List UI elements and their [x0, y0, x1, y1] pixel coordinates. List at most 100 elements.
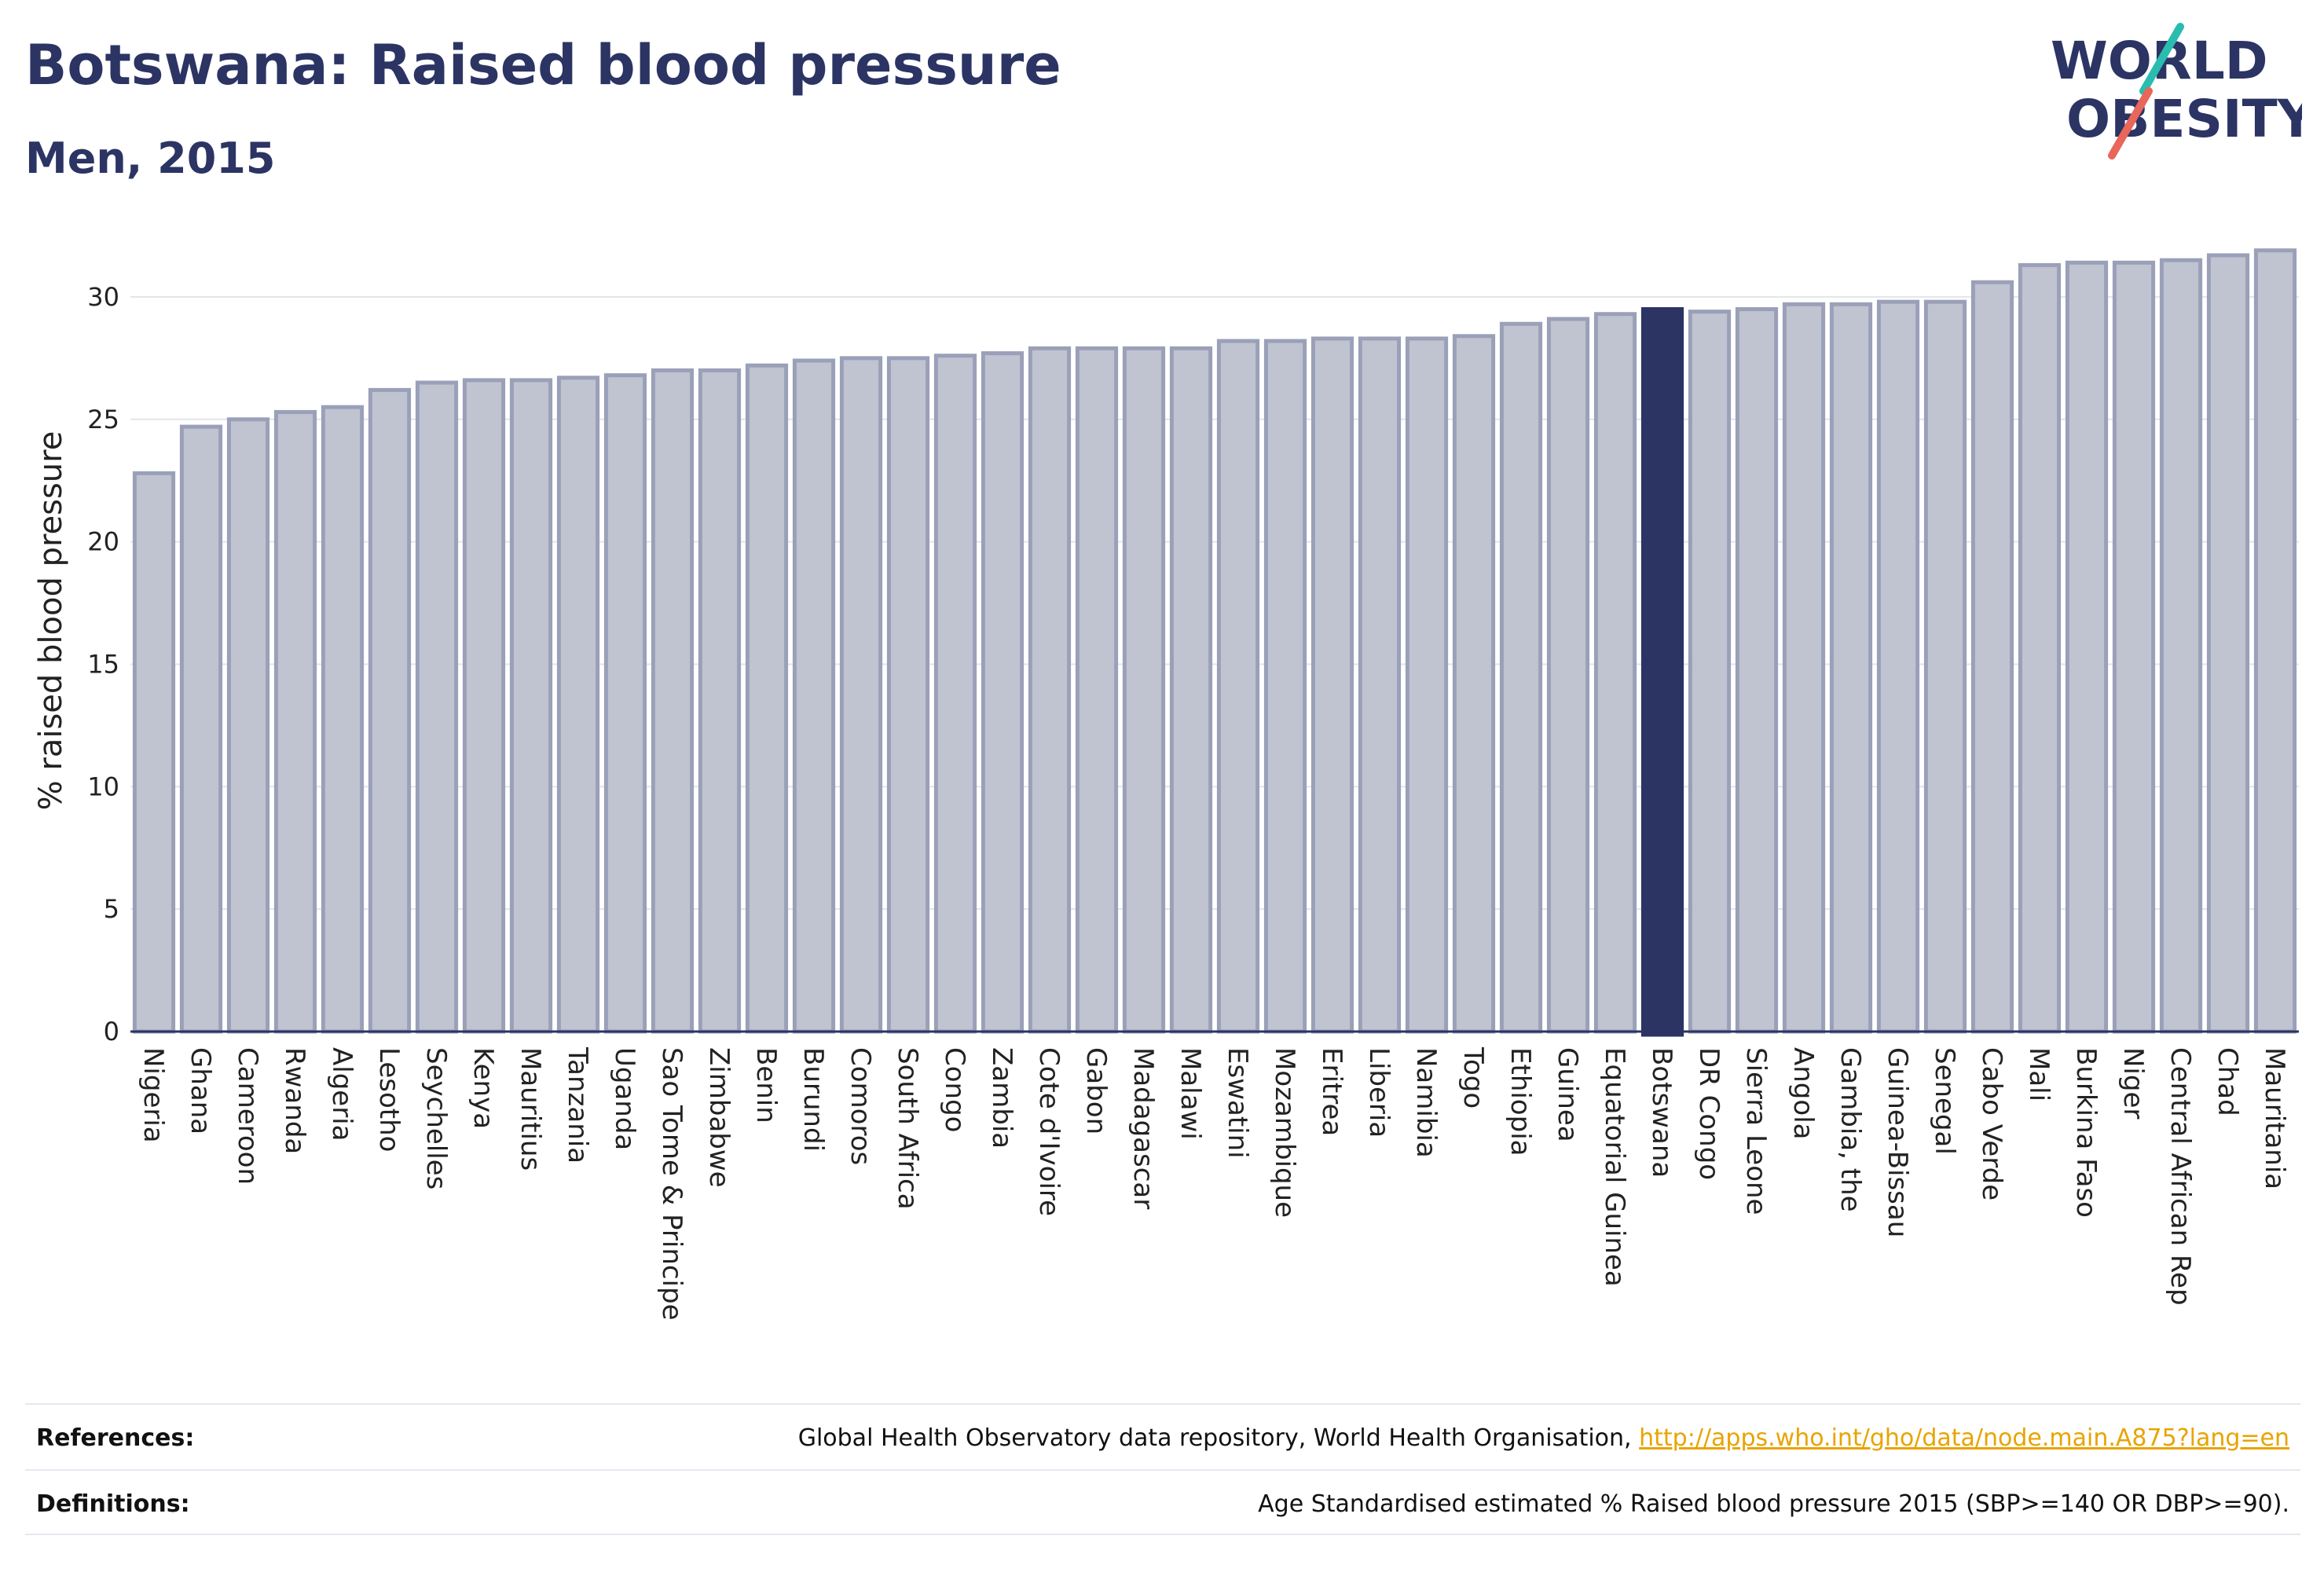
bar-ethiopia	[1499, 321, 1543, 1034]
x-category-label: Comoros	[845, 1047, 876, 1165]
references-link[interactable]: http://apps.who.int/gho/data/node.main.A…	[1639, 1424, 2289, 1452]
y-axis-title: % raised blood pressure	[33, 431, 69, 811]
x-category-label: Eswatini	[1222, 1047, 1253, 1159]
bar-malawi	[1169, 346, 1213, 1034]
x-category-label: Namibia	[1410, 1047, 1442, 1158]
definitions-row: Definitions: Age Standardised estimated …	[25, 1472, 2300, 1535]
x-category-label: Senegal	[1929, 1047, 1960, 1155]
bar-seychelles	[415, 380, 459, 1034]
bar-equatorial-guinea	[1593, 312, 1637, 1034]
bar-niger	[2112, 260, 2156, 1034]
x-category-label: Sao Tome & Principe	[656, 1047, 687, 1321]
x-category-label: Nigeria	[137, 1047, 169, 1143]
x-category-label: Niger	[2117, 1047, 2149, 1119]
y-tick-label: 5	[104, 894, 119, 924]
x-category-labels: Nigeria Ghana Cameroon Rwanda Algeria Lesotho…	[137, 1046, 2290, 1321]
bar-ghana	[179, 424, 223, 1034]
y-tick-label: 30	[87, 282, 119, 312]
references-label: References:	[36, 1424, 195, 1452]
x-category-label: Congo	[939, 1047, 970, 1132]
y-tick-label: 25	[87, 405, 119, 434]
bar-dr-congo	[1688, 310, 1732, 1034]
x-category-label: South Africa	[892, 1047, 923, 1210]
bar-gambia-the	[1829, 302, 1873, 1034]
bar-sierra-leone	[1735, 307, 1779, 1034]
y-tick-label: 15	[87, 649, 119, 679]
bar-uganda	[603, 373, 647, 1034]
definitions-label: Definitions:	[36, 1490, 190, 1518]
bar-gabon	[1075, 346, 1119, 1034]
references-text: Global Health Observatory data repositor…	[797, 1424, 1632, 1452]
footer-divider-bottom	[25, 1534, 2300, 1535]
x-category-label: Sierra Leone	[1740, 1047, 1772, 1215]
x-category-label: Mauritania	[2259, 1047, 2290, 1189]
logo-slash-teal	[2139, 23, 2184, 95]
x-category-label: Equatorial Guinea	[1599, 1047, 1630, 1287]
footer-divider-middle	[25, 1469, 2300, 1471]
bar-chart: 0 5 10 15 20 25 30 Nigeria Ghana Cameroon Rwanda A…	[33, 248, 2299, 1321]
x-category-label: Algeria	[326, 1047, 357, 1141]
bar-cabo-verde	[1970, 280, 2014, 1034]
bar-botswana	[1640, 307, 1684, 1037]
y-tick-label: 10	[87, 772, 119, 801]
bar-burkina-faso	[2065, 260, 2109, 1034]
bar-senegal	[1923, 299, 1967, 1034]
references-value: Global Health Observatory data repositor…	[798, 1424, 2300, 1452]
bar-angola	[1782, 302, 1826, 1034]
bar-cameroon	[226, 417, 270, 1034]
bar-central-african-rep	[2159, 258, 2203, 1034]
x-category-label: Botswana	[1646, 1047, 1677, 1178]
bar-burundi	[792, 358, 836, 1034]
bar-guinea	[1546, 317, 1590, 1034]
world-obesity-logo: WORLD OBESITY	[2051, 23, 2302, 159]
bar-namibia	[1405, 336, 1449, 1034]
chart-subtitle: Men, 2015	[25, 134, 276, 183]
bar-congo	[933, 354, 977, 1034]
bar-sao-tome-principe	[651, 368, 695, 1034]
bar-togo	[1452, 334, 1496, 1034]
x-category-label: Tanzania	[562, 1046, 593, 1164]
bar-mauritania	[2253, 248, 2297, 1034]
bar-south-africa	[886, 356, 930, 1034]
bar-lesotho	[368, 387, 412, 1034]
bar-liberia	[1358, 336, 1402, 1034]
x-category-label: Chad	[2212, 1047, 2243, 1116]
x-category-label: Mozambique	[1269, 1047, 1300, 1218]
x-category-label: Ethiopia	[1505, 1047, 1536, 1156]
bar-algeria	[321, 405, 365, 1034]
x-category-label: Rwanda	[279, 1047, 310, 1154]
x-category-label: Uganda	[609, 1047, 640, 1150]
x-category-label: DR Congo	[1693, 1047, 1725, 1180]
logo-line-obesity: OBESITY	[2066, 89, 2302, 149]
x-category-label: Guinea	[1552, 1047, 1583, 1142]
bars	[132, 248, 2297, 1037]
bar-comoros	[839, 356, 883, 1034]
bar-mozambique	[1263, 339, 1307, 1034]
y-tick-label: 0	[104, 1017, 119, 1046]
x-category-label: Kenya	[467, 1047, 499, 1129]
footer-divider-top	[25, 1403, 2300, 1405]
x-category-label: Mauritius	[515, 1047, 546, 1171]
x-category-label: Zambia	[986, 1047, 1017, 1149]
x-category-label: Gabon	[1080, 1047, 1112, 1134]
x-category-label: Benin	[750, 1047, 782, 1123]
y-tick-labels: 0 5 10 15 20 25 30	[87, 282, 119, 1046]
bar-tanzania	[556, 376, 600, 1034]
bar-zimbabwe	[698, 368, 742, 1034]
bar-rwanda	[273, 409, 317, 1034]
bar-eritrea	[1310, 336, 1354, 1034]
x-category-label: Cameroon	[232, 1047, 263, 1185]
x-category-label: Ghana	[185, 1047, 216, 1134]
x-category-label: Malawi	[1175, 1047, 1206, 1140]
definitions-value: Age Standardised estimated % Raised bloo…	[1258, 1490, 2289, 1518]
bar-nigeria	[132, 471, 176, 1034]
x-category-label: Guinea-Bissau	[1882, 1047, 1913, 1237]
bar-benin	[745, 363, 789, 1034]
x-category-label: Burkina Faso	[2070, 1047, 2102, 1218]
bar-eswatini	[1216, 339, 1260, 1034]
bar-kenya	[462, 378, 506, 1034]
x-category-label: Madagascar	[1127, 1047, 1159, 1209]
x-category-label: Seychelles	[420, 1047, 452, 1189]
bar-mauritius	[509, 378, 553, 1034]
x-category-label: Lesotho	[373, 1047, 405, 1152]
